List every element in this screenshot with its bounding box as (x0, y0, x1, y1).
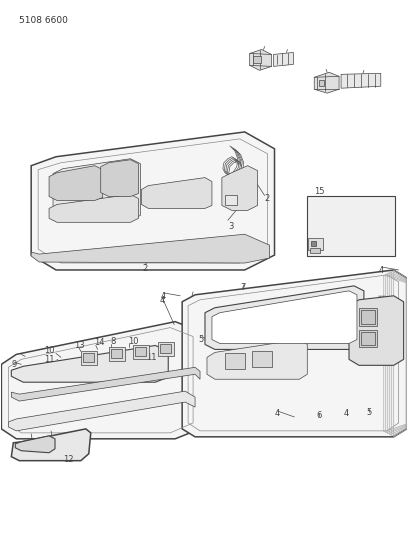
Polygon shape (222, 166, 257, 211)
Bar (311, 241, 316, 246)
Bar (253, 56, 261, 63)
Text: 10: 10 (44, 346, 55, 356)
Text: 15: 15 (314, 188, 325, 197)
Bar (111, 350, 122, 358)
Bar (83, 353, 94, 362)
Bar (361, 310, 375, 324)
Polygon shape (1, 321, 200, 439)
Polygon shape (250, 50, 272, 70)
Text: 14: 14 (94, 337, 104, 346)
Bar (225, 196, 237, 205)
Polygon shape (273, 52, 293, 67)
Bar (359, 308, 377, 326)
Polygon shape (11, 429, 91, 461)
Text: 13: 13 (74, 342, 84, 351)
Polygon shape (11, 367, 200, 401)
Text: 11: 11 (44, 356, 55, 365)
Polygon shape (182, 270, 407, 437)
Text: 2: 2 (142, 264, 148, 273)
Text: 4: 4 (159, 296, 164, 305)
Circle shape (68, 171, 78, 181)
Circle shape (320, 217, 338, 235)
Polygon shape (212, 291, 357, 343)
Polygon shape (341, 74, 381, 88)
Text: 6: 6 (316, 411, 322, 420)
Circle shape (315, 212, 343, 240)
Polygon shape (31, 132, 275, 270)
Text: 4: 4 (344, 409, 349, 418)
Bar (133, 345, 149, 359)
Text: 3: 3 (228, 222, 233, 231)
Text: 9: 9 (11, 360, 17, 369)
Circle shape (112, 356, 119, 363)
Polygon shape (207, 340, 307, 379)
Bar (158, 343, 174, 357)
Bar (308, 238, 323, 250)
Text: 2: 2 (264, 193, 270, 203)
Circle shape (359, 214, 379, 234)
Bar (310, 248, 320, 253)
Polygon shape (49, 195, 138, 222)
Bar (361, 332, 375, 345)
Circle shape (64, 361, 71, 368)
Polygon shape (205, 286, 364, 350)
Text: 4: 4 (160, 292, 166, 301)
Bar (81, 351, 97, 365)
Text: 10: 10 (129, 336, 139, 345)
Circle shape (92, 360, 95, 363)
Polygon shape (53, 159, 140, 220)
Polygon shape (8, 391, 195, 431)
Polygon shape (49, 166, 103, 200)
Bar (359, 329, 377, 348)
Bar (225, 353, 245, 369)
Text: 5: 5 (366, 408, 371, 417)
Circle shape (365, 220, 373, 228)
Text: 5: 5 (198, 335, 203, 344)
Circle shape (114, 358, 117, 361)
Bar (160, 344, 171, 353)
Circle shape (235, 181, 251, 197)
Polygon shape (31, 234, 270, 263)
Bar (307, 197, 395, 256)
Bar (319, 80, 324, 86)
Circle shape (90, 358, 97, 365)
Circle shape (67, 363, 69, 366)
Text: 11: 11 (146, 353, 157, 362)
Text: 4: 4 (379, 266, 384, 275)
Circle shape (239, 184, 247, 192)
Polygon shape (142, 177, 212, 208)
Text: 5108 6600: 5108 6600 (19, 15, 68, 25)
Text: 7: 7 (241, 283, 246, 292)
Bar (109, 348, 124, 361)
Text: 4: 4 (275, 409, 280, 418)
Bar (252, 351, 272, 367)
Circle shape (325, 222, 333, 230)
Polygon shape (101, 160, 138, 197)
Polygon shape (349, 296, 404, 365)
Circle shape (353, 208, 385, 240)
Polygon shape (314, 72, 339, 93)
Text: 12: 12 (63, 455, 73, 464)
Text: 8: 8 (111, 336, 116, 345)
Bar (135, 348, 146, 357)
Polygon shape (15, 436, 55, 453)
Polygon shape (11, 345, 168, 382)
